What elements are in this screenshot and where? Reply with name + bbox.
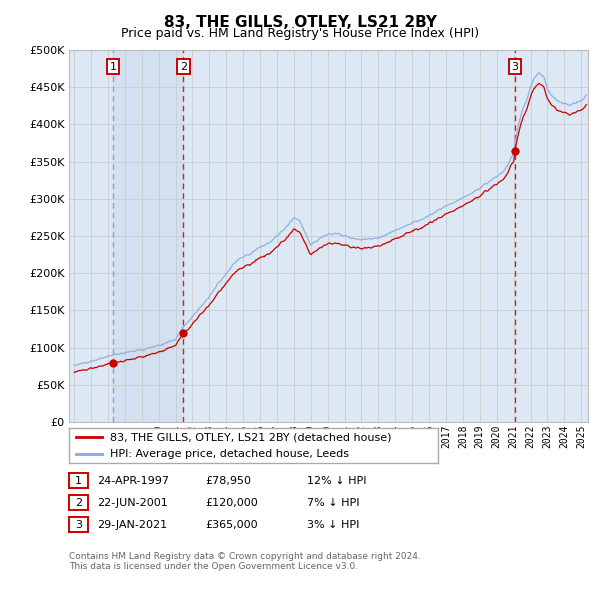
Text: £120,000: £120,000 xyxy=(205,498,258,507)
Text: £365,000: £365,000 xyxy=(205,520,258,529)
Text: 12% ↓ HPI: 12% ↓ HPI xyxy=(307,476,367,486)
Text: Price paid vs. HM Land Registry's House Price Index (HPI): Price paid vs. HM Land Registry's House … xyxy=(121,27,479,40)
Text: 2: 2 xyxy=(75,498,82,507)
Bar xyxy=(113,50,184,422)
Text: 1: 1 xyxy=(75,476,82,486)
Text: Contains HM Land Registry data © Crown copyright and database right 2024.: Contains HM Land Registry data © Crown c… xyxy=(69,552,421,561)
Text: 29-JAN-2021: 29-JAN-2021 xyxy=(97,520,167,529)
Text: 83, THE GILLS, OTLEY, LS21 2BY: 83, THE GILLS, OTLEY, LS21 2BY xyxy=(163,15,437,30)
Text: 24-APR-1997: 24-APR-1997 xyxy=(97,476,169,486)
Text: 2: 2 xyxy=(180,61,187,71)
Text: This data is licensed under the Open Government Licence v3.0.: This data is licensed under the Open Gov… xyxy=(69,562,358,571)
Text: 3% ↓ HPI: 3% ↓ HPI xyxy=(307,520,359,529)
Text: HPI: Average price, detached house, Leeds: HPI: Average price, detached house, Leed… xyxy=(110,448,349,458)
Text: 22-JUN-2001: 22-JUN-2001 xyxy=(97,498,168,507)
Text: 3: 3 xyxy=(511,61,518,71)
Text: £78,950: £78,950 xyxy=(205,476,251,486)
Text: 83, THE GILLS, OTLEY, LS21 2BY (detached house): 83, THE GILLS, OTLEY, LS21 2BY (detached… xyxy=(110,432,391,442)
Text: 3: 3 xyxy=(75,520,82,529)
Text: 7% ↓ HPI: 7% ↓ HPI xyxy=(307,498,360,507)
Text: 1: 1 xyxy=(110,61,116,71)
